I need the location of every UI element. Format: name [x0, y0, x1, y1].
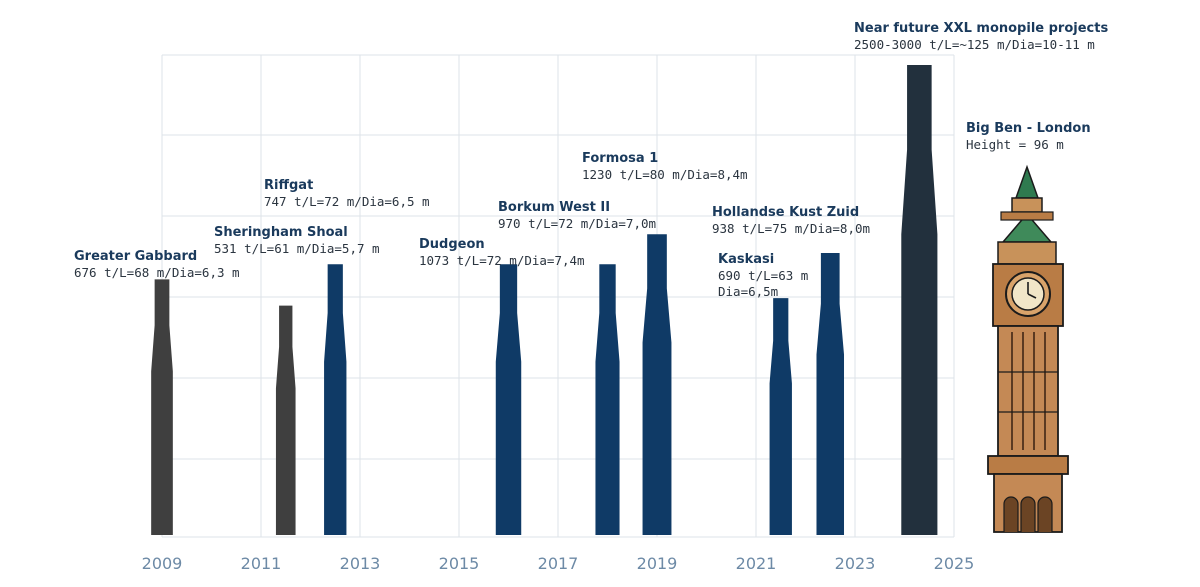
x-tick-label: 2025 — [934, 554, 975, 573]
project-spec-label: Dia=6,5m — [718, 284, 778, 299]
x-tick-label: 2013 — [340, 554, 381, 573]
x-tick-label: 2015 — [439, 554, 480, 573]
x-tick-label: 2023 — [835, 554, 876, 573]
project-spec-label: 531 t/L=61 m/Dia=5,7 m — [214, 241, 380, 256]
project-spec-label: 690 t/L=63 m — [718, 268, 808, 283]
big-ben-tower-icon — [987, 164, 1069, 533]
project-name-label: Borkum West II — [498, 200, 610, 215]
x-tick-label: 2017 — [538, 554, 579, 573]
monopile-bar — [275, 305, 296, 535]
project-spec-label: 747 t/L=72 m/Dia=6,5 m — [264, 194, 430, 209]
project-spec-label: 2500-3000 t/L=~125 m/Dia=10-11 m — [854, 37, 1095, 52]
project-name-label: Formosa 1 — [582, 151, 658, 166]
monopile-bar — [495, 264, 522, 535]
project-name-label: Dudgeon — [419, 237, 485, 252]
x-tick-label: 2011 — [241, 554, 282, 573]
project-name-label: Riffgat — [264, 178, 313, 193]
project-spec-label: 676 t/L=68 m/Dia=6,3 m — [74, 265, 240, 280]
project-spec-label: 1073 t/L=72 m/Dia=7,4m — [419, 253, 585, 268]
project-name-label: Sheringham Shoal — [214, 225, 348, 240]
monopile-bar — [769, 298, 792, 535]
project-name-label: Greater Gabbard — [74, 249, 197, 264]
project-spec-label: 938 t/L=75 m/Dia=8,0m — [712, 221, 870, 236]
monopile-bar — [642, 234, 672, 535]
monopile-bar — [324, 264, 347, 535]
reference-landmark: Big Ben - London Height = 96 m — [966, 121, 1091, 533]
project-spec-label: 970 t/L=72 m/Dia=7,0m — [498, 216, 656, 231]
project-name-label: Kaskasi — [718, 252, 774, 267]
project-spec-label: 1230 t/L=80 m/Dia=8,4m — [582, 167, 748, 182]
monopile-bar — [901, 65, 938, 535]
monopile-bar — [595, 264, 620, 535]
monopile-bars — [151, 65, 938, 535]
project-name-label: Hollandse Kust Zuid — [712, 205, 859, 220]
x-tick-label: 2009 — [142, 554, 183, 573]
reference-spec: Height = 96 m — [966, 137, 1064, 152]
reference-name: Big Ben - London — [966, 121, 1091, 136]
x-tick-label: 2019 — [637, 554, 678, 573]
x-axis-ticks: 2009 2011 2013 2015 2017 2019 2021 2023 2025 — [142, 554, 975, 573]
monopile-bar — [151, 279, 173, 535]
project-name-label: Near future XXL monopile projects — [854, 21, 1108, 36]
x-tick-label: 2021 — [736, 554, 777, 573]
monopile-bar — [816, 253, 845, 535]
